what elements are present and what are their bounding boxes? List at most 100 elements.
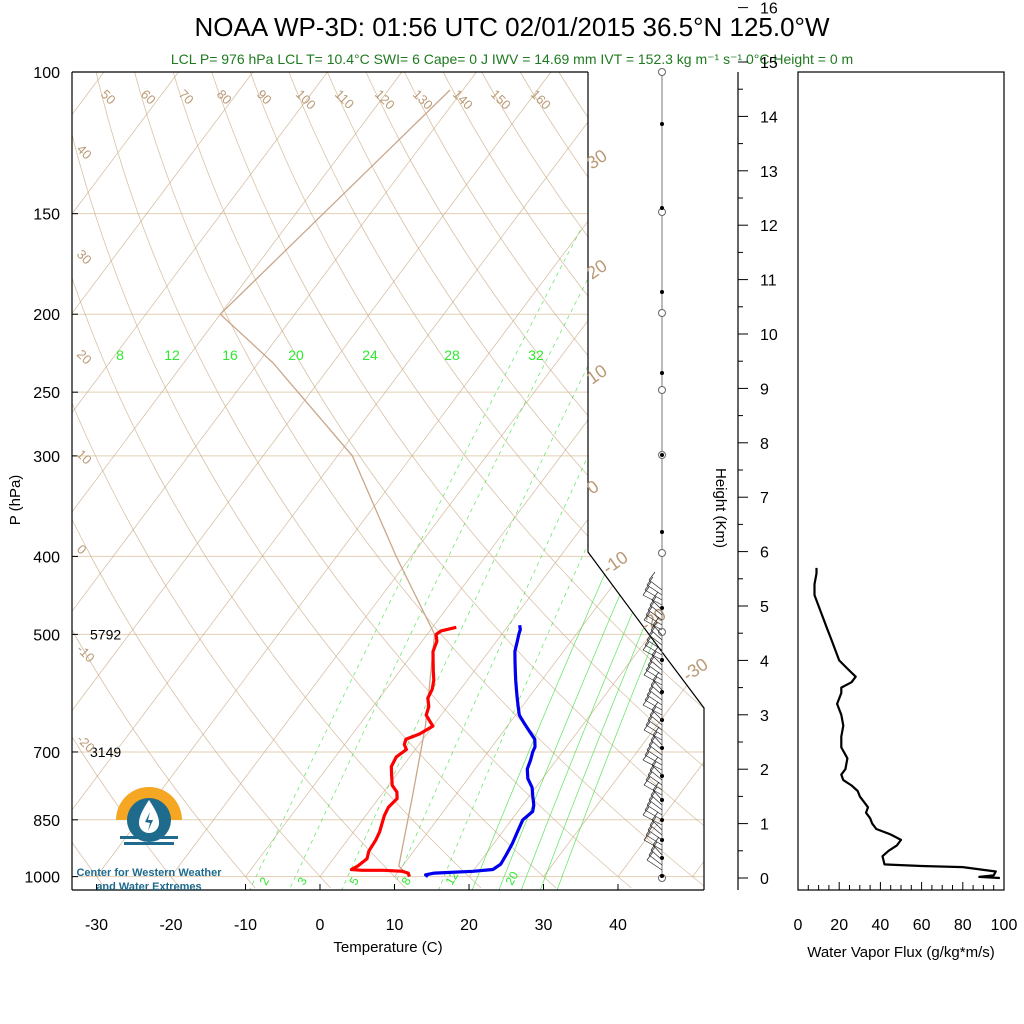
dry-adiabat-label: 100 — [293, 87, 319, 113]
wind-barb — [645, 834, 663, 846]
wind-barb — [645, 669, 663, 681]
y-tick-label: 100 — [33, 65, 60, 82]
mixing-ratio-line — [556, 229, 704, 890]
wind-barb — [648, 634, 663, 646]
wind-barb — [648, 689, 663, 701]
pseudoadiabat-label: 20 — [583, 255, 611, 283]
wind-barb-flag — [649, 651, 657, 661]
mixing-ratio-line — [498, 229, 704, 890]
logo-text-line1: Center for Western Weather — [76, 867, 222, 879]
wind-barb-flag — [649, 596, 657, 606]
dewpoint-profile — [424, 624, 537, 878]
dry-adiabat-line — [365, 72, 704, 889]
wind-barb-flag — [643, 831, 651, 841]
wind-barb-flag — [648, 626, 656, 636]
x-tick-label: 10 — [386, 917, 404, 934]
isotherm-line — [245, 72, 704, 877]
isotherm-line — [72, 72, 626, 877]
wind-barb — [651, 599, 663, 611]
x-tick-label: 20 — [460, 917, 478, 934]
wind-barb-flag — [644, 801, 652, 811]
wind-barb-flag — [651, 811, 659, 821]
height-tick-label: 8 — [760, 436, 769, 453]
dry-adiabat-line — [519, 72, 704, 889]
wind-barb-flag — [651, 646, 659, 656]
wind-level-dot — [660, 290, 664, 294]
wind-barb — [644, 809, 663, 821]
wind-barb — [649, 604, 663, 616]
wind-barb — [650, 849, 663, 861]
wind-level-marker — [658, 68, 666, 76]
wind-barb — [642, 814, 663, 826]
wind-barb — [650, 739, 663, 751]
isotherm-line — [617, 72, 704, 877]
wind-barb — [652, 624, 663, 636]
mixing-ratio-line — [520, 229, 704, 890]
height-tick-label: 10 — [760, 327, 778, 344]
y-tick-label: 250 — [33, 385, 60, 402]
wind-barb-flag — [647, 601, 655, 611]
wind-level-dot — [660, 453, 664, 457]
wind-barb — [652, 734, 663, 746]
chart-title: NOAA WP-3D: 01:56 UTC 02/01/2015 36.5°N … — [195, 12, 830, 42]
wind-barb — [647, 774, 663, 786]
wind-barb — [642, 594, 663, 606]
wind-level-dot — [660, 530, 664, 534]
height-tick-label: 3 — [760, 708, 769, 725]
isotherm-line — [767, 72, 1024, 877]
dry-adiabat-line — [72, 72, 482, 889]
wind-barb-flag — [642, 586, 650, 596]
wind-barb-flag — [645, 606, 653, 616]
mixing-ratio-label: 32 — [528, 347, 544, 363]
dry-adiabat-label: 80 — [214, 87, 235, 108]
height-tick-label: 0 — [760, 871, 769, 888]
logo-sun-arc-icon — [116, 787, 182, 820]
wind-barb-flag — [647, 821, 655, 831]
wind-barb-flag — [645, 771, 653, 781]
wind-barb-flag — [643, 776, 651, 786]
isotherm-line — [0, 72, 29, 877]
isotherm-line — [72, 72, 552, 877]
dry-adiabat-label: 10 — [74, 447, 95, 468]
wind-barb — [652, 789, 663, 801]
dry-adiabat-line — [72, 72, 331, 889]
wind-barb — [646, 804, 663, 816]
chart-subtitle: LCL P= 976 hPa LCL T= 10.4°C SWI= 6 Cape… — [171, 51, 853, 67]
wind-barb-flag — [643, 721, 651, 731]
logo-text-line2: and Water Extremes — [96, 881, 201, 893]
skew-t-plot-area — [0, 72, 1024, 890]
wind-barb-flag — [651, 756, 659, 766]
wind-barb — [651, 709, 663, 721]
wind-barb — [642, 759, 663, 771]
height-tick-label: 12 — [760, 218, 778, 235]
wind-barb — [650, 794, 663, 806]
parcel-trace-line — [219, 89, 451, 878]
dry-adiabat-line — [288, 72, 704, 889]
dry-adiabat-label: 30 — [74, 247, 95, 268]
x-tick-label: 0 — [316, 917, 325, 934]
y-tick-label: 150 — [33, 207, 60, 224]
wind-barb-flag — [652, 726, 660, 736]
wind-barb — [644, 699, 663, 711]
isotherm-line — [72, 72, 328, 877]
wind-barb — [647, 719, 663, 731]
wind-barb-flag — [652, 616, 660, 626]
wind-level-marker — [658, 309, 666, 317]
dry-adiabat-line — [752, 72, 1024, 888]
isotherm-line — [72, 72, 403, 877]
height-axis-label: Height (Km) — [712, 468, 729, 548]
wind-barb-flag — [649, 706, 657, 716]
dry-adiabat-line — [211, 72, 704, 889]
wind-barb-flag — [643, 611, 651, 621]
isotherm-line — [468, 72, 704, 877]
wind-barb — [646, 859, 663, 871]
wind-barb-flag — [650, 676, 658, 686]
flux-x-tick-label: 40 — [872, 917, 890, 934]
wind-barb-flag — [651, 701, 659, 711]
wind-barb-flag — [645, 716, 653, 726]
wind-barb-flag — [646, 741, 654, 751]
wind-barb — [649, 714, 663, 726]
height-tick-label: 4 — [760, 653, 769, 670]
wind-barb-flag — [642, 751, 650, 761]
